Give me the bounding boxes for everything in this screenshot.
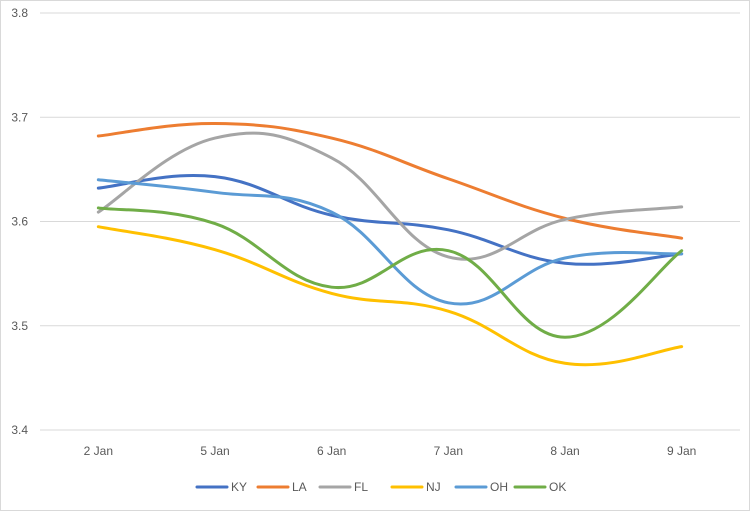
series-line-la [96,122,684,240]
legend-label-la: LA [292,480,307,494]
series-line-ky [96,174,684,266]
series-line-oh [96,178,684,306]
legend-label-ok: OK [549,480,566,494]
legend-label-nj: NJ [426,480,441,494]
legend-label-oh: OH [490,480,508,494]
x-tick-label: 9 Jan [667,444,696,458]
legend-label-fl: FL [354,480,368,494]
legend-label-ky: KY [231,480,247,494]
series-line-nj [96,225,684,367]
x-tick-label: 7 Jan [434,444,463,458]
x-tick-label: 5 Jan [200,444,229,458]
x-tick-label: 8 Jan [550,444,579,458]
series-line-fl [96,131,684,261]
y-tick-label: 3.8 [11,6,28,20]
x-tick-label: 2 Jan [84,444,113,458]
y-tick-label: 3.7 [11,110,28,124]
y-tick-label: 3.4 [11,423,28,437]
y-tick-label: 3.5 [11,319,28,333]
series-line-ok [96,206,684,339]
x-tick-label: 6 Jan [317,444,346,458]
y-tick-label: 3.6 [11,215,28,229]
